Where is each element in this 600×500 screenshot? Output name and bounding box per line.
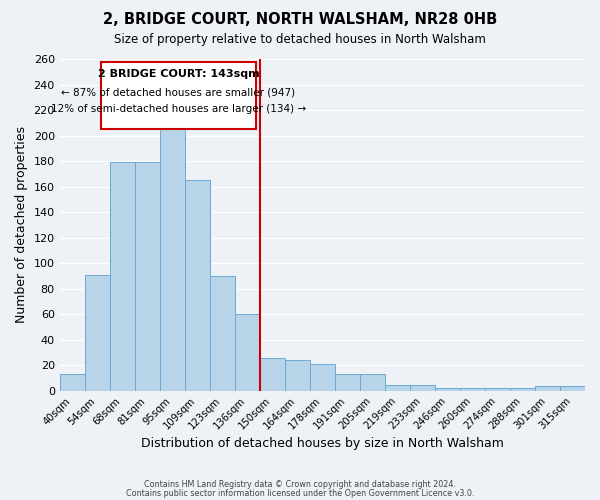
Bar [510,388,535,391]
Y-axis label: Number of detached properties: Number of detached properties [15,126,28,324]
Text: 12% of semi-detached houses are larger (134) →: 12% of semi-detached houses are larger (… [51,104,306,114]
Bar [460,388,485,391]
Bar [85,275,110,391]
Bar [385,384,410,391]
Text: Size of property relative to detached houses in North Walsham: Size of property relative to detached ho… [114,32,486,46]
Text: Contains HM Land Registry data © Crown copyright and database right 2024.: Contains HM Land Registry data © Crown c… [144,480,456,489]
Bar [210,276,235,391]
Bar [310,364,335,391]
Bar [435,388,460,391]
Bar [535,386,560,391]
Bar [110,162,135,391]
Bar [560,386,585,391]
Bar [260,358,285,391]
Text: ← 87% of detached houses are smaller (947): ← 87% of detached houses are smaller (94… [61,87,296,97]
Bar [135,162,160,391]
FancyBboxPatch shape [101,62,256,129]
Text: Contains public sector information licensed under the Open Government Licence v3: Contains public sector information licen… [126,488,474,498]
Bar [235,314,260,391]
Bar [285,360,310,391]
Bar [160,126,185,391]
Text: 2 BRIDGE COURT: 143sqm: 2 BRIDGE COURT: 143sqm [98,69,259,79]
Bar [59,374,85,391]
Text: 2, BRIDGE COURT, NORTH WALSHAM, NR28 0HB: 2, BRIDGE COURT, NORTH WALSHAM, NR28 0HB [103,12,497,28]
X-axis label: Distribution of detached houses by size in North Walsham: Distribution of detached houses by size … [141,437,504,450]
Bar [185,180,210,391]
Bar [360,374,385,391]
Bar [410,384,435,391]
Bar [335,374,360,391]
Bar [485,388,510,391]
